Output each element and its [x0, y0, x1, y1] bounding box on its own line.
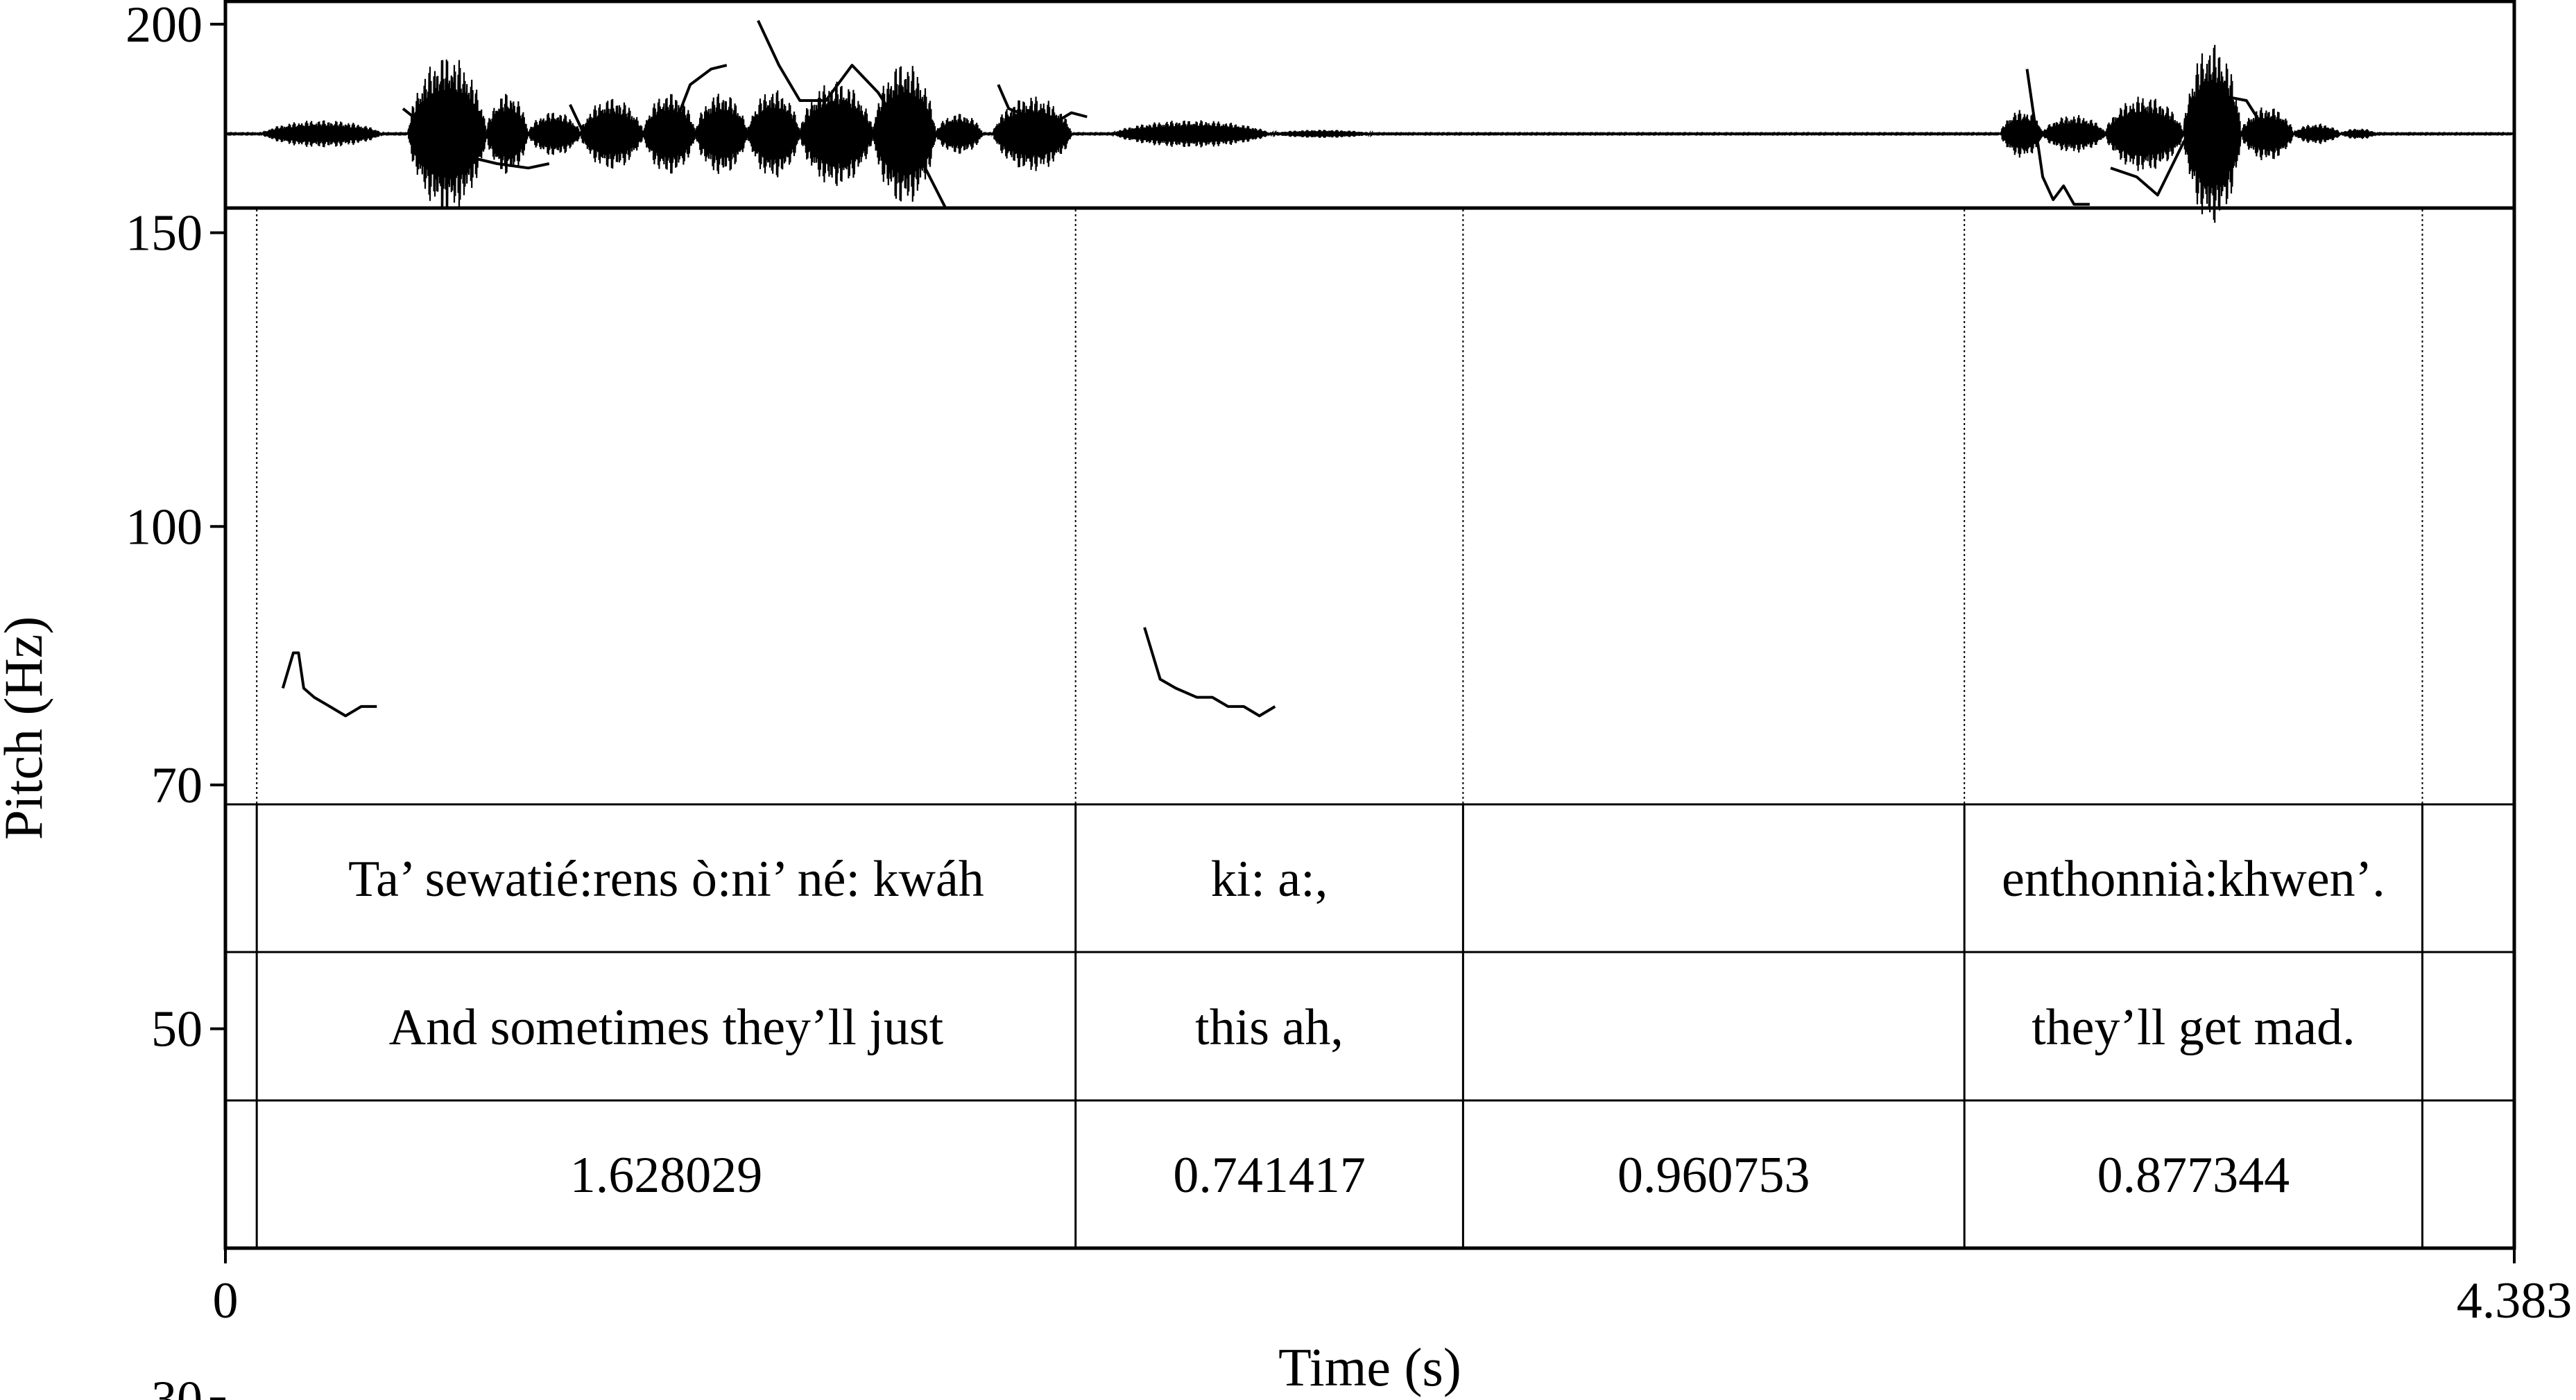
y-tick-label: 30: [151, 1371, 203, 1400]
tier-duration-interval-3: 0.960753: [1617, 1147, 1810, 1204]
interval-boundaries: [255, 209, 2423, 1248]
tier-duration-interval-2: 0.741417: [1173, 1147, 1366, 1204]
pitch-contour: [2110, 95, 2263, 197]
pitch-contours: [281, 19, 2263, 718]
y-tick-label: 50: [151, 1001, 203, 1058]
pitch-contour: [281, 651, 377, 718]
tier-labels: Ta’ sewatié:rens ò:ni’ né: kwáh ki: a:, en…: [348, 851, 2385, 1204]
pitch-frame: [223, 206, 2516, 1250]
pitch-contour: [1143, 627, 1276, 718]
y-tick-label: 200: [126, 0, 203, 53]
x-tick-label-start: 0: [213, 1272, 239, 1329]
y-tick-label: 70: [151, 757, 203, 814]
tier-mohawk-interval-4: enthonnià:khwen’.: [2002, 851, 2385, 908]
waveform-trace: [225, 44, 2514, 223]
pitch-contour: [757, 19, 947, 210]
pitch-contour: [2025, 69, 2090, 206]
x-axis: 0 4.383 Time (s): [213, 1248, 2573, 1397]
pitch-contour: [997, 84, 1088, 127]
pitch-panel: Ta’ sewatié:rens ò:ni’ né: kwáh ki: a:, en…: [223, 19, 2516, 1250]
waveform-panel: [223, 0, 2516, 223]
tier-duration-interval-1: 1.628029: [570, 1147, 763, 1204]
tier-mohawk-interval-2: ki: a:,: [1211, 851, 1328, 908]
pitch-contour: [569, 64, 728, 153]
y-tick-label: 150: [126, 205, 203, 262]
y-axis-title: Pitch (Hz): [0, 616, 53, 840]
tier-english-interval-4: they’ll get mad.: [2032, 999, 2355, 1056]
tier-duration-interval-4: 0.877344: [2097, 1147, 2290, 1204]
tier-english-interval-2: this ah,: [1195, 999, 1343, 1056]
waveform-frame: [223, 0, 2516, 210]
tier-mohawk-interval-1: Ta’ sewatié:rens ò:ni’ né: kwáh: [348, 851, 984, 908]
y-axis: 30 50 70 100 150 200: [126, 0, 225, 1400]
x-tick-label-end: 4.383: [2457, 1272, 2573, 1329]
pitch-contour: [402, 107, 550, 170]
tier-dividers: [225, 803, 2514, 1102]
tier-english-interval-1: And sometimes they’ll just: [389, 999, 944, 1056]
y-tick-label: 100: [126, 499, 203, 555]
x-axis-title: Time (s): [1278, 1337, 1461, 1397]
